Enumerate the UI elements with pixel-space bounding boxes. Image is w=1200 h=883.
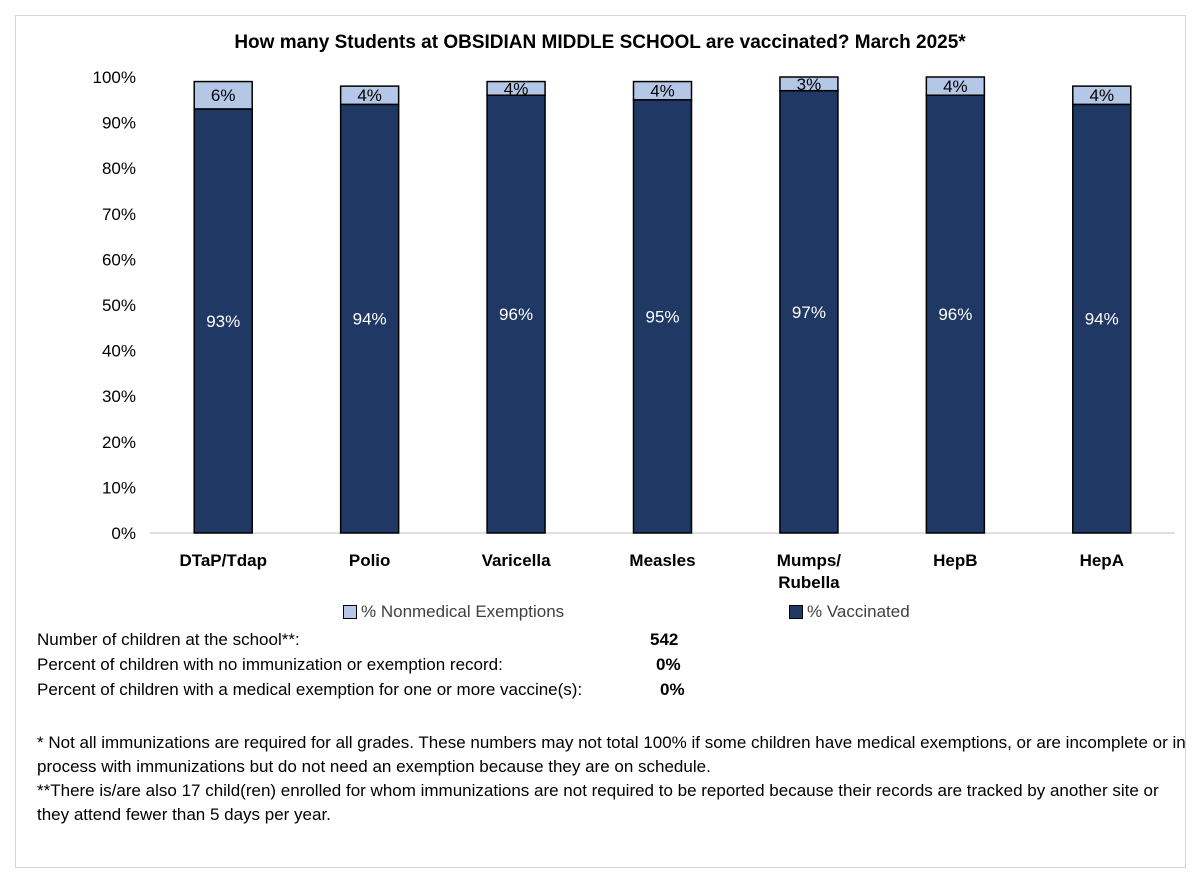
x-tick-label: Measles — [629, 551, 695, 570]
data-label-nonmedical: 4% — [357, 86, 382, 105]
data-label-nonmedical: 4% — [943, 77, 968, 96]
y-tick-label: 20% — [102, 433, 136, 452]
y-tick-label: 80% — [102, 159, 136, 178]
bar-nonmedical — [925, 76, 986, 96]
legend-swatch-nonmedical — [343, 605, 357, 619]
legend-item-nonmedical: % Nonmedical Exemptions — [343, 601, 564, 623]
y-tick-label: 60% — [102, 250, 136, 269]
data-label-vaccinated: 95% — [645, 307, 679, 326]
x-tick-label: HepA — [1080, 551, 1124, 570]
footnote-2: **There is/are also 17 child(ren) enroll… — [37, 781, 1159, 824]
x-tick-label: Varicella — [482, 551, 552, 570]
y-tick-label: 30% — [102, 387, 136, 406]
bar-nonmedical — [779, 76, 839, 92]
y-tick-label: 10% — [102, 478, 136, 497]
bar-vaccinated — [1072, 103, 1132, 534]
data-label-vaccinated: 96% — [938, 305, 972, 324]
medical-exemption-label: Percent of children with a medical exemp… — [37, 680, 583, 699]
data-label-nonmedical: 6% — [211, 86, 236, 105]
y-tick-label: 90% — [102, 114, 136, 133]
bar-nonmedical — [632, 80, 693, 101]
x-tick-label: Polio — [349, 551, 391, 570]
chart-frame — [15, 15, 1186, 868]
data-label-vaccinated: 93% — [206, 312, 240, 331]
medical-exemption-value: 0% — [660, 680, 685, 699]
bar-vaccinated — [339, 103, 400, 534]
legend-item-vaccinated: % Vaccinated — [789, 601, 910, 623]
y-tick-label: 0% — [111, 524, 136, 543]
bar-nonmedical — [339, 85, 400, 106]
data-label-vaccinated: 97% — [792, 303, 826, 322]
data-label-vaccinated: 94% — [353, 310, 387, 329]
chart-title: How many Students at OBSIDIAN MIDDLE SCH… — [234, 32, 966, 53]
x-tick-label: HepB — [933, 551, 977, 570]
y-tick-label: 100% — [93, 68, 136, 87]
data-label-nonmedical: 4% — [650, 82, 675, 101]
bar-vaccinated — [486, 94, 546, 534]
bar-vaccinated — [193, 108, 253, 534]
y-tick-label: 70% — [102, 205, 136, 224]
bar-nonmedical — [193, 80, 253, 110]
bar-nonmedical — [486, 80, 546, 96]
bar-vaccinated — [632, 99, 693, 534]
data-label-vaccinated: 96% — [499, 305, 533, 324]
legend-swatch-vaccinated — [789, 605, 803, 619]
x-tick-label: DTaP/Tdap — [179, 551, 267, 570]
children-count-value: 542 — [650, 630, 679, 649]
bar-nonmedical — [1072, 85, 1132, 106]
stacked-bar-chart: 0% 10% 20% 30% 40% 50% 60% 70% 80% 90% 100% 93% 6% DT… — [93, 68, 1175, 592]
legend-label-nonmedical: % Nonmedical Exemptions — [361, 602, 565, 621]
y-tick-label: 50% — [102, 296, 136, 315]
footnote-1: * Not all immunizations are required for… — [37, 733, 1186, 776]
data-label-nonmedical: 4% — [504, 79, 529, 98]
x-tick-label: Mumps/ — [777, 551, 842, 570]
data-label-vaccinated: 94% — [1085, 310, 1119, 329]
x-tick-label: Rubella — [778, 573, 840, 592]
no-record-label: Percent of children with no immunization… — [37, 655, 503, 674]
data-label-nonmedical: 4% — [1089, 86, 1114, 105]
data-label-nonmedical: 3% — [797, 75, 822, 94]
legend-label-vaccinated: % Vaccinated — [807, 602, 910, 621]
children-count-label: Number of children at the school**: — [37, 630, 300, 649]
bar-vaccinated — [779, 89, 839, 534]
y-tick-label: 40% — [102, 342, 136, 361]
no-record-value: 0% — [656, 655, 681, 674]
